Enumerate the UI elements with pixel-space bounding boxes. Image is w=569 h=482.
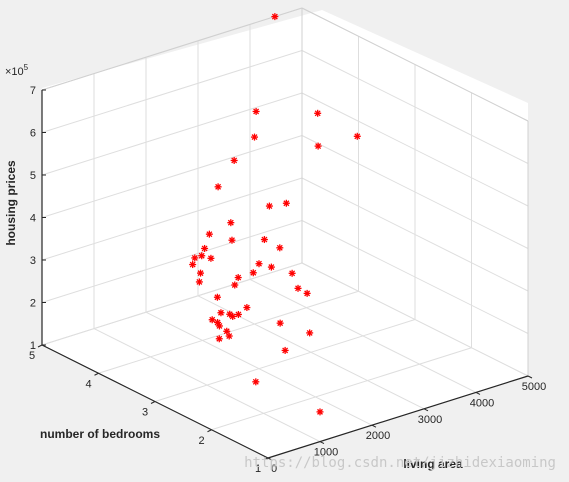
y-tick-label: 4: [85, 378, 91, 390]
data-point: [260, 236, 268, 244]
data-point: [197, 269, 205, 277]
z-gridline: [41, 92, 303, 176]
z-exponent-label: ×105: [5, 63, 29, 78]
data-point: [198, 252, 206, 260]
data-point: [252, 107, 260, 115]
x-tick: [527, 375, 533, 379]
data-point: [306, 329, 314, 337]
data-point: [353, 132, 361, 140]
x-tick: [371, 424, 377, 428]
x-tick-label: 4000: [470, 397, 494, 409]
y-tick: [37, 344, 43, 348]
box-edge: [301, 7, 529, 122]
data-point: [215, 335, 223, 343]
data-point: [207, 254, 215, 262]
z-gridline: [41, 220, 303, 303]
x-tick-label: 3000: [418, 414, 442, 426]
data-point: [231, 281, 239, 289]
data-point: [208, 316, 216, 324]
data-point: [243, 304, 251, 312]
data-points: [189, 13, 361, 416]
x-tick-label: 5000: [522, 381, 546, 393]
y-tick: [207, 429, 212, 433]
data-point: [314, 109, 322, 117]
z-tick-label: 1: [30, 340, 36, 352]
data-point: [213, 293, 221, 301]
data-point: [191, 254, 199, 262]
x-tick: [475, 391, 481, 395]
y-gridline: [154, 319, 416, 402]
data-point: [227, 219, 235, 227]
data-point: [265, 202, 273, 210]
data-point: [255, 260, 263, 268]
y-tick-label: 2: [198, 435, 204, 447]
data-point: [230, 156, 238, 164]
y-axis-label: number of bedrooms: [40, 427, 160, 441]
x-tick: [423, 408, 429, 412]
z-gridline: [41, 262, 303, 346]
data-point: [276, 244, 284, 252]
z-gridline: [41, 135, 303, 218]
data-point: [249, 269, 257, 277]
y-tick-label: 3: [142, 407, 148, 419]
y-tick-label: 1: [255, 463, 261, 475]
z-gridline: [301, 262, 529, 377]
x-tick: [319, 441, 325, 445]
z-tick-label: 6: [30, 128, 36, 140]
box-edge: [41, 7, 303, 91]
data-point: [267, 263, 275, 271]
z-tick-label: 5: [30, 170, 36, 182]
z-gridline: [41, 177, 303, 261]
z-gridline: [301, 92, 529, 207]
data-point: [314, 142, 322, 150]
data-point: [228, 236, 236, 244]
data-point: [271, 13, 279, 21]
z-tick-label: 7: [30, 85, 36, 97]
data-point: [251, 133, 258, 141]
data-point: [252, 378, 260, 386]
data-point: [223, 327, 231, 335]
z-gridline: [41, 50, 303, 133]
data-point: [294, 284, 302, 292]
plot-area: [42, 10, 528, 458]
watermark: https://blog.csdn.net/jizhidexiaoming: [244, 455, 556, 471]
data-point: [189, 261, 197, 269]
y-tick-label: 5: [29, 350, 35, 362]
x-tick-label: 2000: [366, 430, 390, 442]
data-point: [276, 319, 284, 327]
data-point: [217, 309, 225, 317]
data-point: [281, 346, 289, 354]
x-axis-line: [267, 375, 529, 459]
x-tick-label: 0: [271, 463, 277, 475]
y-tick: [263, 457, 269, 461]
y-tick: [94, 372, 99, 376]
z-tick-label: 4: [30, 213, 36, 225]
data-point: [282, 199, 290, 207]
z-gridline: [301, 50, 529, 164]
x-axis-label: living area: [403, 457, 463, 471]
data-point: [226, 310, 234, 318]
z-tick-label: 2: [30, 298, 36, 310]
x-tick: [267, 457, 273, 461]
z-gridline: [301, 177, 529, 292]
data-point: [195, 278, 203, 286]
data-point: [234, 274, 242, 282]
data-point: [234, 310, 242, 318]
data-point: [205, 230, 213, 238]
z-gridline: [301, 220, 529, 334]
data-point: [201, 244, 209, 252]
data-point: [214, 318, 222, 326]
z-tick-label: 3: [30, 255, 36, 267]
data-point: [303, 289, 311, 297]
data-point: [288, 269, 296, 277]
y-gridline: [211, 347, 472, 431]
x-tick-label: 1000: [314, 447, 338, 459]
z-axis-label: housing prices: [4, 160, 18, 246]
y-tick: [150, 401, 156, 404]
data-point: [316, 408, 324, 416]
z-gridline: [301, 135, 529, 249]
data-point: [214, 183, 222, 191]
